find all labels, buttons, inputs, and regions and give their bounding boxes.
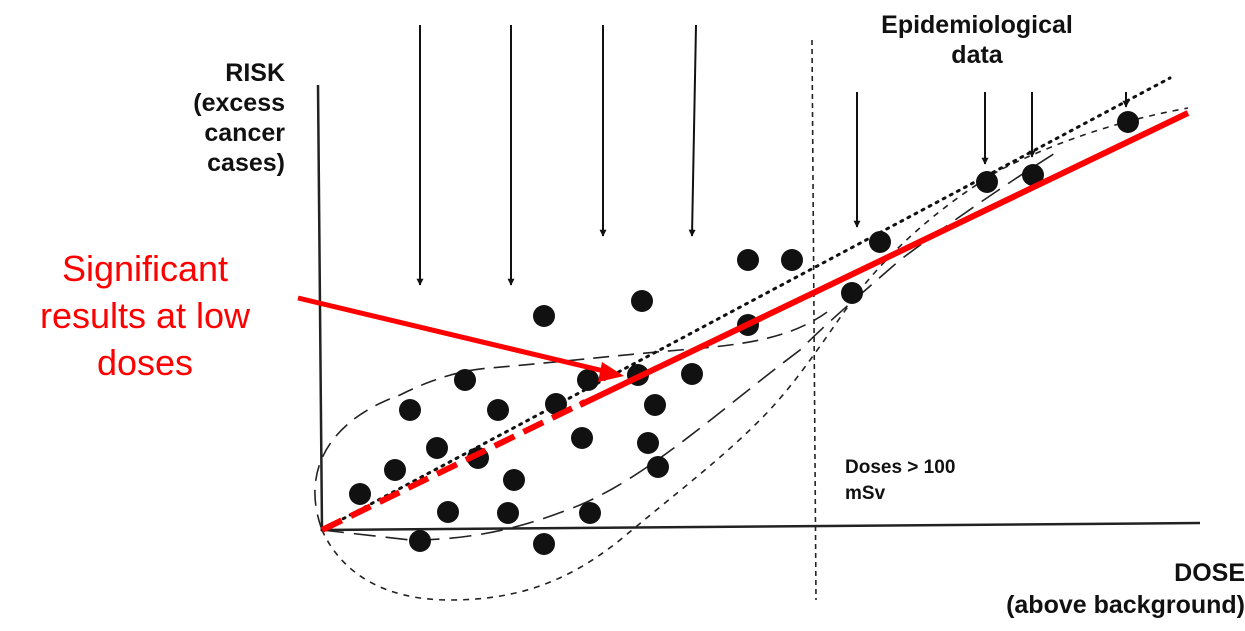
x-axis-label-line: (above background) — [1006, 591, 1245, 619]
low-dose-arrows — [416, 24, 697, 286]
red-fit-line-solid — [578, 110, 1190, 408]
y-axis-label: RISK (excess cancer cases) — [150, 58, 285, 178]
data-point — [647, 456, 669, 478]
y-axis-label-line: (excess — [193, 89, 285, 117]
lower-envelope-curve — [321, 107, 1189, 601]
high-dose-label: Doses > 100 mSv — [845, 455, 1045, 507]
data-points — [349, 111, 1139, 555]
data-point — [497, 502, 519, 524]
data-point — [503, 469, 525, 491]
epi-arrows — [853, 92, 1130, 228]
y-axis — [316, 84, 324, 531]
data-point — [577, 369, 599, 391]
data-point — [349, 483, 371, 505]
high-dose-label-line: mSv — [845, 483, 886, 504]
data-point — [841, 282, 863, 304]
data-point — [1022, 164, 1044, 186]
data-point — [1117, 111, 1139, 133]
data-point — [781, 249, 803, 271]
significant-results-label: Significant results at low doses — [0, 245, 290, 386]
epidemiological-data-label: Epidemiological data — [842, 10, 1112, 70]
high-dose-label-line: Doses > 100 — [845, 457, 956, 478]
data-point — [399, 399, 421, 421]
x-axis — [321, 521, 1201, 532]
x-axis-label-line: DOSE — [1174, 559, 1245, 587]
x-axis-label: DOSE (above background) — [905, 557, 1245, 621]
data-point — [533, 305, 555, 327]
y-axis-label-line: cancer — [204, 119, 285, 147]
data-point — [644, 394, 666, 416]
data-point — [869, 231, 891, 253]
data-point — [637, 432, 659, 454]
epi-label-line: data — [951, 41, 1003, 69]
y-axis-label-line: cases) — [207, 149, 285, 177]
data-point — [409, 530, 431, 552]
y-axis-label-line: RISK — [225, 59, 285, 87]
red-fit-line-dashed — [320, 399, 587, 533]
data-point — [545, 393, 567, 415]
data-point — [437, 501, 459, 523]
data-point — [487, 399, 509, 421]
epi-label-line: Epidemiological — [881, 11, 1073, 39]
data-point — [976, 171, 998, 193]
data-point — [571, 427, 593, 449]
data-point — [426, 437, 448, 459]
red-pointer-arrow — [297, 295, 609, 375]
red-pointer-arrowhead — [598, 362, 624, 382]
upper-envelope-curve — [314, 309, 831, 531]
significant-label-line: Significant — [61, 248, 229, 289]
significant-label-line: results at low — [39, 295, 251, 336]
down-arrow-icon — [688, 24, 697, 237]
middle-envelope-curve — [321, 149, 1061, 541]
data-point — [384, 459, 406, 481]
data-point — [533, 533, 555, 555]
data-point — [579, 502, 601, 524]
data-point — [681, 363, 703, 385]
significant-label-line: doses — [96, 342, 194, 383]
data-point — [454, 369, 476, 391]
data-point — [631, 290, 653, 312]
data-point — [737, 249, 759, 271]
